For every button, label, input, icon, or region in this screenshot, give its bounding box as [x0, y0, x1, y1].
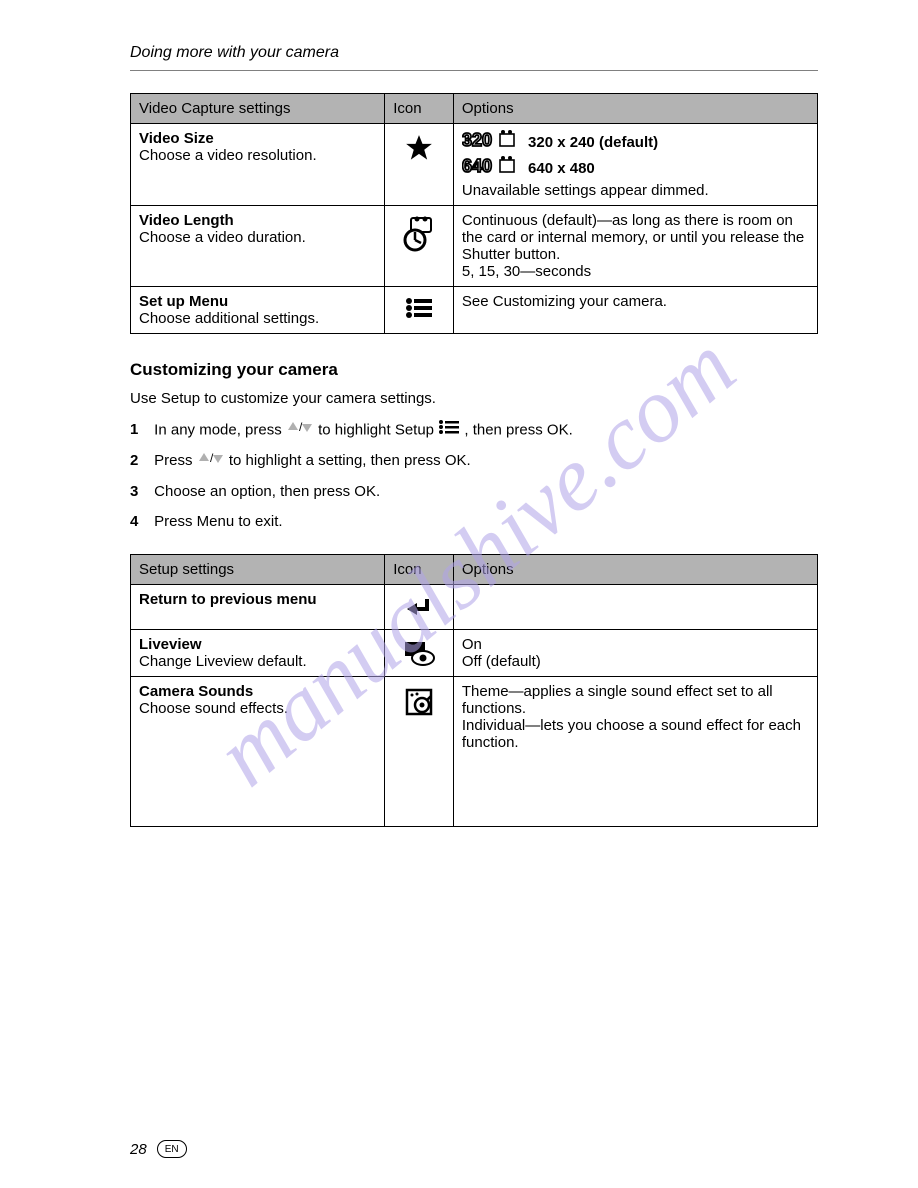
step-text: In any mode, press	[154, 421, 282, 438]
option-text: Theme—applies a single sound effect set …	[453, 676, 817, 826]
camera-sounds-icon	[404, 687, 434, 721]
video-timer-icon	[403, 216, 435, 256]
header-divider	[130, 70, 818, 71]
step-text: to highlight Setup	[318, 421, 434, 438]
option-text: 5, 15, 30—seconds	[462, 263, 591, 280]
setting-title: Video Size	[139, 130, 214, 147]
res-320-icon: 320	[462, 130, 522, 156]
option-text	[453, 584, 817, 629]
option-text: See Customizing your camera.	[462, 293, 667, 310]
step-text: Choose an option, then press OK.	[154, 483, 380, 500]
list-icon	[438, 419, 460, 443]
section-heading: Customizing your camera	[130, 360, 818, 380]
liveview-icon	[403, 640, 435, 670]
table-header: Icon	[385, 94, 454, 124]
svg-text:320: 320	[462, 130, 492, 150]
table-header: Options	[453, 94, 817, 124]
option-text: Continuous (default)—as long as there is…	[462, 212, 804, 263]
setting-title: Camera Sounds	[139, 683, 253, 700]
option-text: On Off (default)	[453, 629, 817, 676]
step-2: 2 Press / to highlight a setting, then p…	[130, 450, 818, 473]
intro-text: Use Setup to customize your camera setti…	[130, 388, 818, 411]
table-row: Liveview Change Liveview default. On Off…	[131, 629, 818, 676]
step-text: Press Menu to exit.	[154, 513, 282, 530]
setting-desc: Choose sound effects.	[139, 700, 288, 717]
table-header: Setup settings	[131, 554, 385, 584]
video-capture-table: Video Capture settings Icon Options Vide…	[130, 93, 818, 334]
lang-badge: EN	[157, 1140, 187, 1158]
step-4: 4 Press Menu to exit.	[130, 511, 818, 534]
list-icon	[405, 297, 433, 323]
star-icon	[405, 134, 433, 166]
table-header: Video Capture settings	[131, 94, 385, 124]
option-note: Unavailable settings appear dimmed.	[462, 182, 709, 199]
step-text: , then press OK.	[464, 421, 572, 438]
setup-table: Setup settings Icon Options Return to pr…	[130, 554, 818, 827]
step-text: Press	[154, 452, 192, 469]
table-header: Icon	[385, 554, 454, 584]
svg-text:/: /	[299, 420, 303, 434]
setting-desc: Choose a video duration.	[139, 229, 306, 246]
table-row: Set up Menu Choose additional settings. …	[131, 287, 818, 334]
table-row: Return to previous menu	[131, 584, 818, 629]
setting-desc: Choose additional settings.	[139, 310, 319, 327]
option-text: 640 x 480	[528, 160, 595, 177]
setting-desc: Change Liveview default.	[139, 653, 307, 670]
svg-text:/: /	[210, 451, 214, 465]
setting-title: Return to previous menu	[139, 591, 317, 608]
option-text: 320 x 240 (default)	[528, 134, 658, 151]
setting-desc: Choose a video resolution.	[139, 147, 317, 164]
up-down-icon: /	[286, 419, 314, 442]
page-number: 28	[130, 1141, 147, 1158]
res-640-icon: 640	[462, 156, 522, 182]
table-row: Video Length Choose a video duration. Co…	[131, 206, 818, 287]
setting-title: Video Length	[139, 212, 234, 229]
table-row: Video Size Choose a video resolution. 32…	[131, 124, 818, 206]
table-row: Camera Sounds Choose sound effects. Them…	[131, 676, 818, 826]
svg-text:640: 640	[462, 156, 492, 176]
page-footer: 28 EN	[130, 1140, 187, 1158]
step-1: 1 In any mode, press / to highlight Setu…	[130, 419, 818, 443]
setting-title: Liveview	[139, 636, 202, 653]
table-header: Options	[453, 554, 817, 584]
step-text: to highlight a setting, then press OK.	[229, 452, 471, 469]
return-icon	[405, 595, 433, 623]
step-3: 3 Choose an option, then press OK.	[130, 481, 818, 504]
page-title: Doing more with your camera	[130, 44, 818, 62]
setting-title: Set up Menu	[139, 293, 228, 310]
up-down-icon: /	[197, 450, 225, 473]
